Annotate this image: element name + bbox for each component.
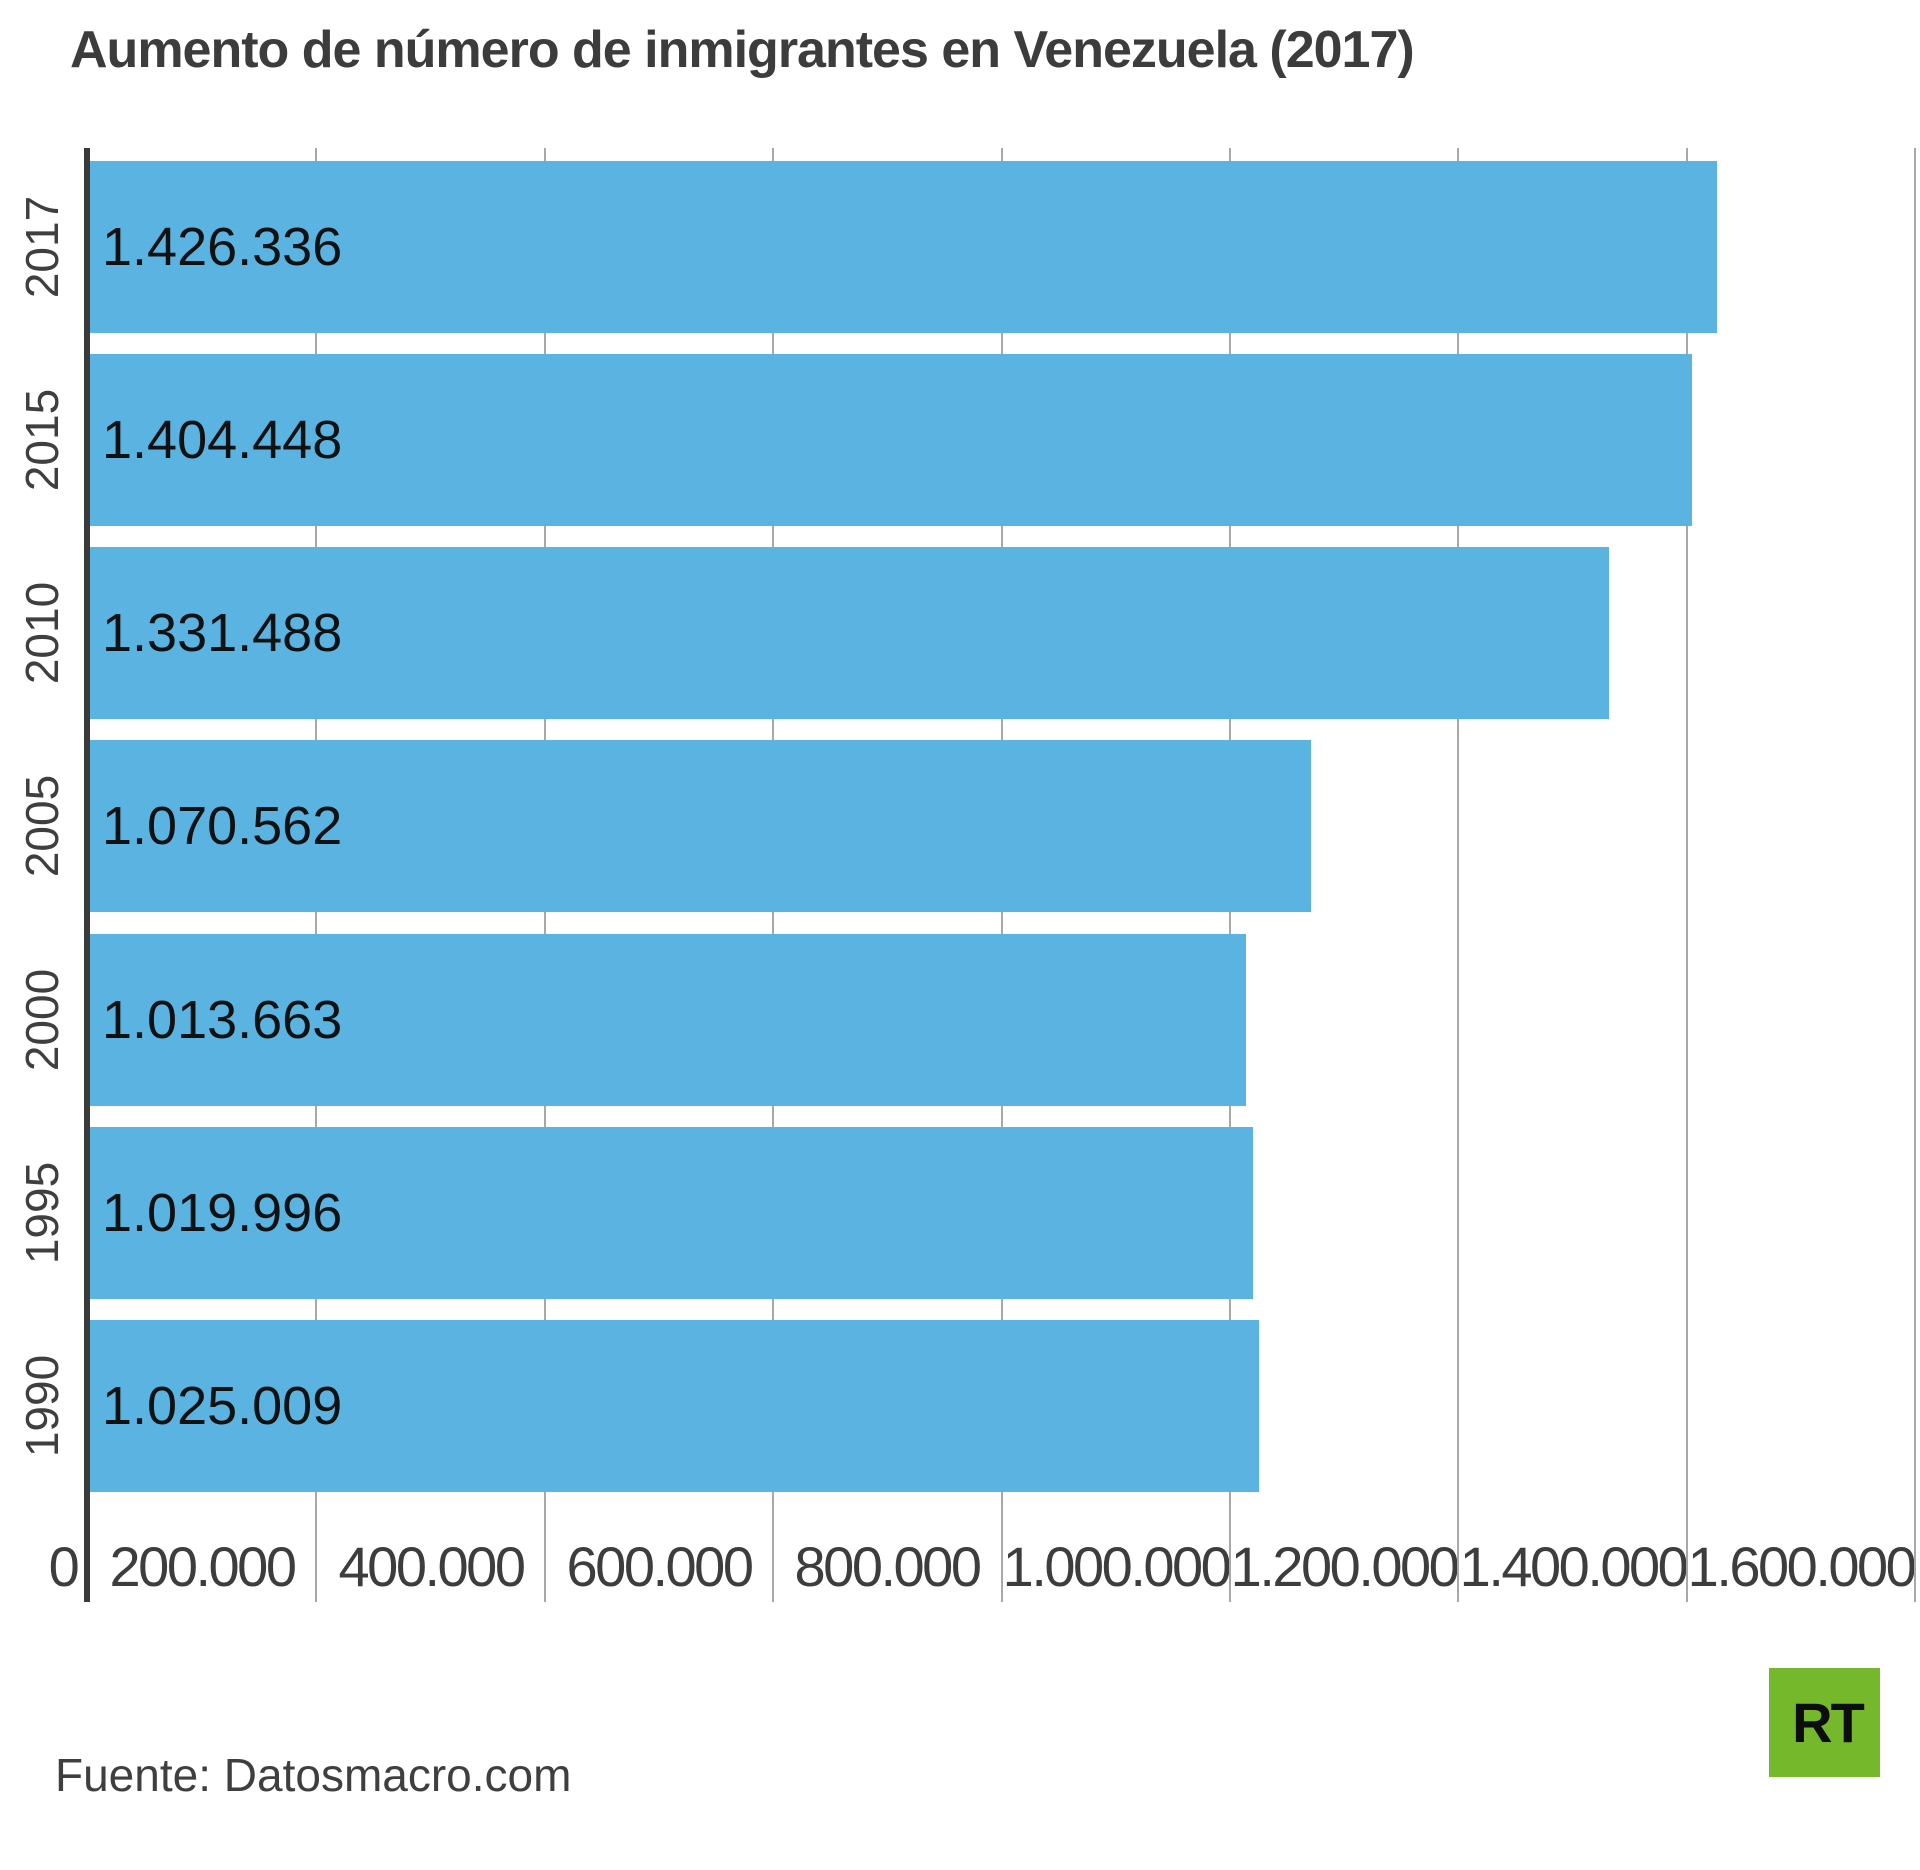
bar-2017: 1.426.336 xyxy=(88,161,1717,333)
y-tick-label-2017: 2017 xyxy=(0,161,84,333)
y-tick-label-2010: 2010 xyxy=(0,547,84,719)
x-tick-label: 200.000 xyxy=(109,1535,297,1598)
source-note: Fuente: Datosmacro.com xyxy=(55,1749,572,1801)
y-axis-line xyxy=(84,148,90,1602)
x-tick-label: 800.000 xyxy=(794,1535,982,1598)
x-tick-label: 1.000.000 xyxy=(1002,1535,1232,1598)
bar-value-label: 1.013.663 xyxy=(102,990,343,1050)
bar-value-label: 1.019.996 xyxy=(102,1183,343,1243)
y-tick-label-1995: 1995 xyxy=(0,1127,84,1299)
bar-value-label: 1.426.336 xyxy=(102,217,343,277)
y-tick-label-text: 1990 xyxy=(16,1354,68,1458)
x-tick-label: 400.000 xyxy=(338,1535,526,1598)
x-tick-label: 600.000 xyxy=(566,1535,754,1598)
y-tick-label-text: 2000 xyxy=(16,968,68,1072)
x-tick-label: 0 xyxy=(48,1535,80,1598)
rt-logo-text: RT xyxy=(1792,1690,1865,1754)
bar-2005: 1.070.562 xyxy=(88,740,1311,912)
bar-2000: 1.013.663 xyxy=(88,934,1246,1106)
rt-logo: RT xyxy=(1769,1668,1880,1777)
y-tick-label-text: 2010 xyxy=(16,581,68,685)
x-gridline xyxy=(1457,148,1459,1602)
bar-1995: 1.019.996 xyxy=(88,1127,1253,1299)
x-tick-label: 1.600.000 xyxy=(1687,1535,1917,1598)
bar-value-label: 1.331.488 xyxy=(102,603,343,663)
bar-1990: 1.025.009 xyxy=(88,1320,1259,1492)
y-tick-label-2005: 2005 xyxy=(0,740,84,912)
y-tick-label-1990: 1990 xyxy=(0,1320,84,1492)
x-tick-label: 1.400.000 xyxy=(1459,1535,1689,1598)
chart-title: Aumento de número de inmigrantes en Vene… xyxy=(70,21,1415,79)
x-tick-label: 1.200.000 xyxy=(1230,1535,1460,1598)
y-tick-label-text: 2005 xyxy=(16,774,68,878)
bar-2010: 1.331.488 xyxy=(88,547,1609,719)
y-tick-label-2000: 2000 xyxy=(0,934,84,1106)
bar-value-label: 1.404.448 xyxy=(102,410,343,470)
y-tick-label-text: 2015 xyxy=(16,388,68,492)
x-gridline xyxy=(1914,148,1916,1602)
bar-value-label: 1.070.562 xyxy=(102,796,343,856)
y-tick-label-text: 2017 xyxy=(16,195,68,299)
bar-value-label: 1.025.009 xyxy=(102,1376,343,1436)
y-tick-label-2015: 2015 xyxy=(0,354,84,526)
x-gridline xyxy=(1686,148,1688,1602)
y-tick-label-text: 1995 xyxy=(16,1161,68,1265)
bar-2015: 1.404.448 xyxy=(88,354,1692,526)
